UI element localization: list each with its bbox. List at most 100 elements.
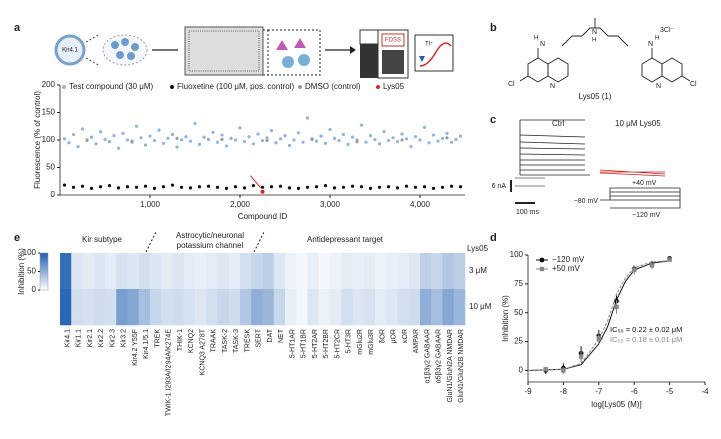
column-label: TASK-3	[233, 329, 240, 353]
data-point	[310, 137, 314, 141]
heat-cell	[262, 253, 275, 290]
data-point	[404, 184, 409, 188]
data-point	[211, 130, 215, 134]
data-point	[260, 185, 265, 189]
data-point	[193, 121, 197, 126]
data-point	[134, 124, 139, 128]
column-label: GluN1/GluN2A NMDAR	[447, 329, 454, 403]
data-point	[112, 134, 116, 138]
data-point	[314, 139, 319, 143]
colorbar-tick-label: 100	[23, 248, 37, 257]
column-label: TRESK	[244, 329, 251, 353]
data-point	[256, 132, 260, 136]
legend-marker	[170, 85, 174, 89]
data-point	[431, 133, 436, 137]
column-label: KCNQ2	[188, 329, 195, 353]
x-tick-label: -8	[560, 387, 568, 396]
column-label: Kir3.2	[121, 329, 128, 347]
data-point	[413, 135, 418, 139]
column-label: δOR	[379, 329, 386, 343]
data-point	[377, 185, 382, 189]
data-point	[332, 136, 337, 140]
column-label: TWIK-1 I293A/I294A/K274E	[166, 329, 173, 416]
column-label: GluN1/GluN2B NMDAR	[458, 329, 465, 403]
heat-cell	[150, 289, 162, 326]
x-tick-label: 3,000	[320, 200, 341, 209]
legend-marker	[539, 257, 545, 263]
data-point	[359, 185, 364, 189]
data-point	[449, 140, 454, 144]
x-tick-label: -7	[595, 387, 603, 396]
legend-marker	[298, 85, 302, 89]
voltage-label: −120 mV	[632, 212, 661, 219]
data-point	[139, 136, 143, 140]
heat-cell	[240, 289, 252, 326]
heat-cell	[105, 289, 117, 326]
heat-cell	[442, 253, 455, 290]
y-tick-label: 150	[42, 108, 56, 117]
panel-label: c	[490, 114, 496, 126]
data-point	[269, 129, 274, 133]
data-point	[332, 186, 337, 190]
heat-cell	[172, 289, 185, 326]
data-point	[445, 131, 449, 135]
data-point	[107, 140, 112, 144]
heat-cell	[206, 289, 218, 326]
data-point	[413, 185, 418, 189]
heat-cell	[262, 289, 275, 326]
data-point	[260, 189, 265, 194]
data-point	[373, 137, 377, 142]
heat-cell	[285, 289, 297, 326]
data-point	[125, 185, 130, 189]
heat-cell	[195, 253, 207, 290]
legend-marker	[539, 266, 545, 272]
data-point	[404, 137, 409, 141]
heat-cell	[228, 253, 241, 290]
data-point	[143, 143, 148, 147]
heat-cell	[408, 289, 421, 326]
column-label: 5-HT2AR	[312, 329, 319, 358]
heat-cell	[352, 289, 365, 326]
heat-cell	[172, 253, 185, 290]
heat-cell	[386, 289, 398, 326]
data-point	[596, 335, 601, 341]
heat-cell	[150, 253, 162, 290]
heat-cell	[307, 253, 320, 290]
heat-cell	[93, 253, 106, 290]
heat-cell	[273, 289, 286, 326]
data-point	[350, 135, 355, 139]
data-point	[395, 140, 400, 144]
column-label: Kir4.1/5.1	[143, 329, 150, 359]
data-point	[62, 137, 67, 141]
panel-label: e	[14, 232, 20, 244]
heat-cell	[341, 289, 353, 326]
heat-cell	[127, 253, 140, 290]
schematic: Kir4.1 FDSS Tl⁺	[54, 26, 454, 79]
data-point	[161, 185, 166, 189]
legend-label: +50 mV	[552, 264, 580, 273]
data-point	[341, 185, 346, 189]
data-point	[449, 184, 454, 188]
panel-label: a	[14, 22, 21, 34]
column-label: 5-HT2BR	[323, 329, 330, 358]
x-axis-label: Compound ID	[238, 212, 288, 221]
column-label: KCNQ3 A278T	[199, 328, 206, 375]
y-axis-label: Fluorescence (% of control)	[33, 91, 42, 189]
data-point	[445, 136, 449, 140]
colorbar-tick-label: 0	[32, 285, 37, 294]
legend-label: Lys05	[383, 82, 405, 91]
column-label: Kir4.1	[64, 329, 71, 347]
data-point	[85, 138, 89, 142]
column-label: 5-HT2CR	[334, 329, 341, 359]
data-point	[278, 137, 283, 141]
data-point	[364, 140, 368, 144]
heat-cell	[217, 253, 230, 290]
data-point	[292, 138, 296, 142]
heat-cell	[116, 289, 128, 326]
data-point	[251, 184, 256, 188]
heat-cell	[386, 253, 398, 290]
heat-cell	[60, 289, 72, 326]
heat-cell	[60, 253, 72, 290]
atom-labels: N H N H N H N N Cl Cl 3Cl⁻ Lys05 (1)	[508, 27, 697, 101]
heat-cell	[116, 253, 128, 290]
